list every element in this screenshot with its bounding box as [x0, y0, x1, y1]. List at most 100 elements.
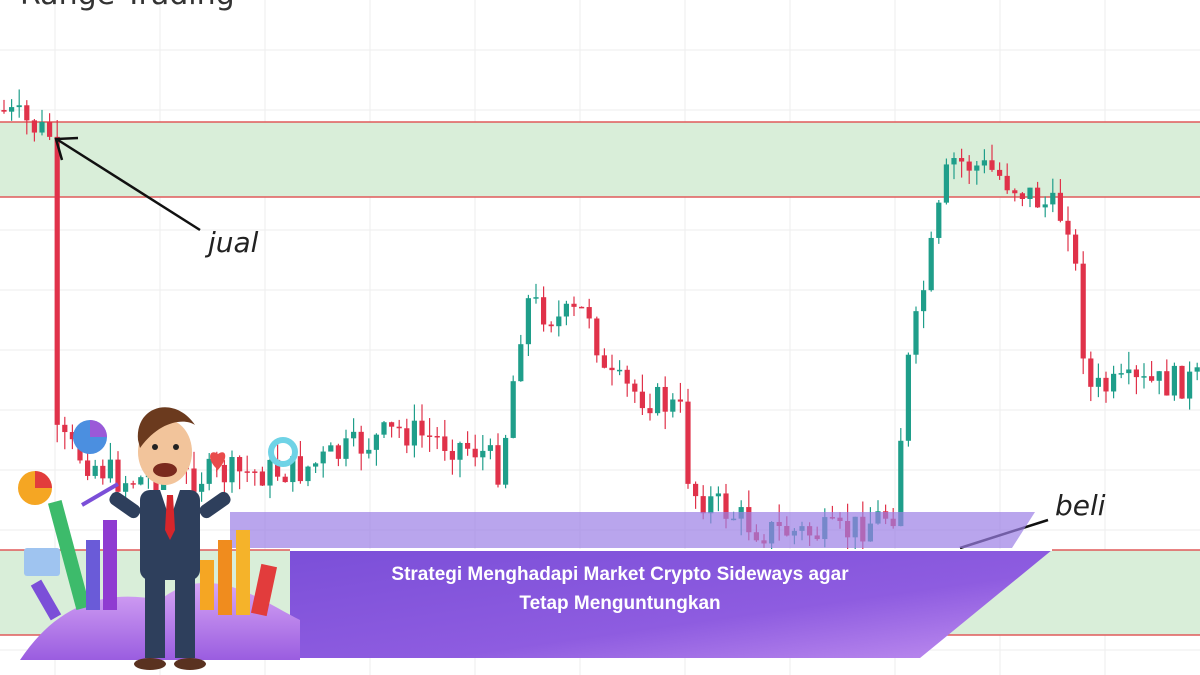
tie [165, 495, 175, 540]
candle-body [1095, 377, 1101, 387]
candle-body [1035, 187, 1041, 208]
candle-body [389, 422, 395, 427]
screen [24, 548, 60, 576]
candle-body [951, 158, 957, 165]
bar [48, 500, 90, 610]
candle-body [1171, 365, 1177, 396]
candle-body [913, 311, 919, 355]
candle-body [1057, 192, 1063, 221]
candle-body [655, 386, 661, 414]
candle-body [579, 306, 585, 309]
candle-body [1133, 369, 1139, 378]
candle-body [518, 344, 524, 382]
banner [290, 550, 1052, 658]
candle-body [700, 496, 706, 514]
candle-body [358, 431, 364, 454]
candle-body [997, 169, 1003, 176]
candle-body [571, 303, 577, 307]
candle-body [1050, 192, 1056, 205]
candle-body [556, 316, 562, 327]
candle-body [1073, 234, 1079, 264]
leg [175, 578, 195, 658]
candle-body [989, 160, 995, 170]
candle-body [1187, 371, 1193, 399]
candle-body [328, 445, 334, 452]
candle-body [601, 355, 607, 368]
candle-body [47, 121, 53, 137]
candle-body [472, 448, 478, 458]
candle-body [31, 120, 37, 133]
shoe [134, 658, 166, 670]
candle-body [419, 420, 425, 436]
candle-body [670, 399, 676, 412]
candle-body [1118, 373, 1124, 375]
candle-body [123, 483, 129, 492]
pie [90, 420, 107, 437]
candle-body [1065, 220, 1071, 235]
candle-body [351, 431, 357, 439]
chart-title: Range Trading [20, 0, 235, 12]
arrow [80, 482, 120, 507]
candle-body [708, 496, 714, 514]
candle-body [404, 428, 410, 446]
candle-body [107, 459, 113, 479]
candle-body [1027, 187, 1033, 199]
sell-label: jual [204, 226, 259, 259]
candle-body [320, 451, 326, 464]
candle-body [396, 426, 402, 429]
bar [86, 540, 100, 610]
candle-body [267, 459, 273, 486]
candle-body [449, 450, 455, 460]
candle-body [85, 460, 91, 476]
candle-body [1149, 376, 1155, 381]
head [138, 419, 192, 485]
buy-label: beli [1055, 489, 1106, 522]
candle-body [563, 303, 569, 317]
candle-body [723, 493, 729, 519]
leg [145, 578, 165, 658]
candle-body [1179, 365, 1185, 399]
candle-body [69, 432, 75, 440]
candle-body [1111, 373, 1117, 392]
candle-body [1141, 376, 1147, 378]
candle-body [1042, 204, 1048, 208]
candle-body [943, 164, 949, 203]
candle-body [138, 477, 144, 485]
candle-body [905, 354, 911, 441]
shoe [174, 658, 206, 670]
candle-body [92, 465, 98, 476]
candle-body [130, 483, 136, 485]
candle-body [677, 399, 683, 402]
candle-body [525, 298, 531, 345]
candle-body [1019, 193, 1025, 199]
banner-title: Strategi Menghadapi Market Crypto Sidewa… [391, 564, 849, 585]
mouth [153, 463, 177, 477]
candle-body [297, 456, 303, 482]
ring [268, 437, 298, 467]
candle-body [275, 459, 281, 477]
candle-body [24, 105, 30, 121]
candle-body [39, 121, 45, 133]
candle-body [981, 160, 987, 166]
candle-body [206, 458, 212, 484]
bar [236, 530, 250, 615]
candle-body [381, 422, 387, 435]
heart [210, 452, 226, 472]
candle-body [495, 445, 501, 485]
candle-body [1088, 358, 1094, 387]
candle-body [62, 424, 68, 433]
candle-body [366, 449, 372, 454]
candle-body [259, 471, 265, 486]
candle-body [632, 383, 638, 392]
candle-body [586, 307, 592, 319]
candle-body [510, 381, 516, 438]
candle-body [503, 437, 509, 485]
candle-body [541, 297, 547, 325]
candle-body [153, 475, 159, 494]
candle-body [548, 324, 554, 327]
candle-body [343, 438, 349, 459]
resistance-zone [0, 122, 1200, 197]
candle-body [685, 401, 691, 484]
candle-body [974, 165, 980, 171]
candle-body [313, 463, 319, 467]
